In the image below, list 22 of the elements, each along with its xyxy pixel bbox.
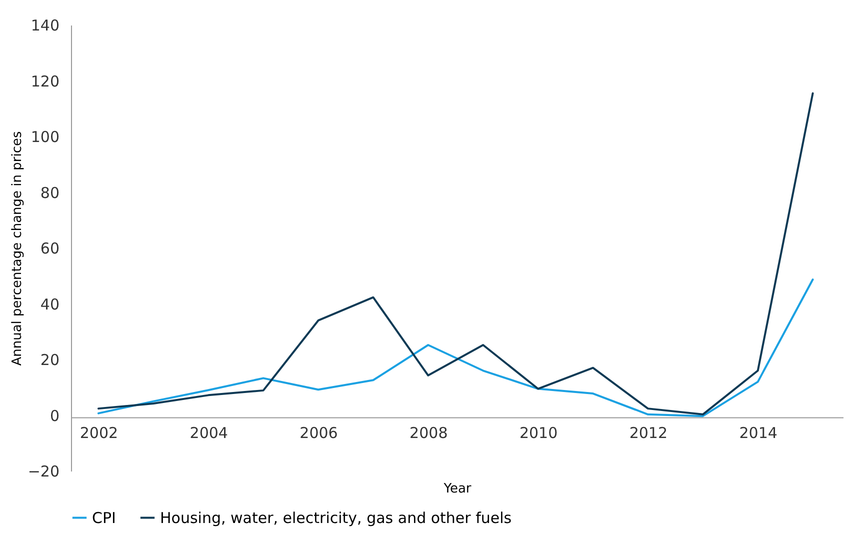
legend-label: Housing, water, electricity, gas and other fuels	[160, 508, 512, 527]
y-tick-label: 20	[40, 351, 60, 369]
y-tick-label: −20	[28, 462, 60, 480]
y-tick-label: 80	[40, 184, 60, 202]
x-tick-label: 2008	[410, 424, 448, 442]
y-tick-label: 120	[30, 72, 60, 90]
y-axis-title: Annual percentage change in prices	[10, 131, 25, 366]
y-tick-label: 100	[30, 128, 60, 146]
y-tick-label: 140	[30, 16, 60, 34]
x-axis-title: Year	[442, 482, 472, 496]
x-tick-label: 2012	[629, 424, 668, 442]
line-series	[97, 278, 814, 418]
x-tick-label: 2010	[519, 424, 558, 442]
line-series	[97, 92, 814, 416]
y-tick-label: 60	[40, 240, 60, 258]
x-tick-label: 2002	[80, 424, 118, 442]
y-tick-label: 0	[50, 406, 60, 425]
legend-label: CPI	[92, 508, 116, 527]
x-tick-label: 2004	[190, 424, 228, 442]
y-tick-label: 40	[40, 295, 60, 314]
x-tick-label: 2006	[300, 424, 338, 442]
x-tick-label: 2014	[739, 424, 778, 442]
